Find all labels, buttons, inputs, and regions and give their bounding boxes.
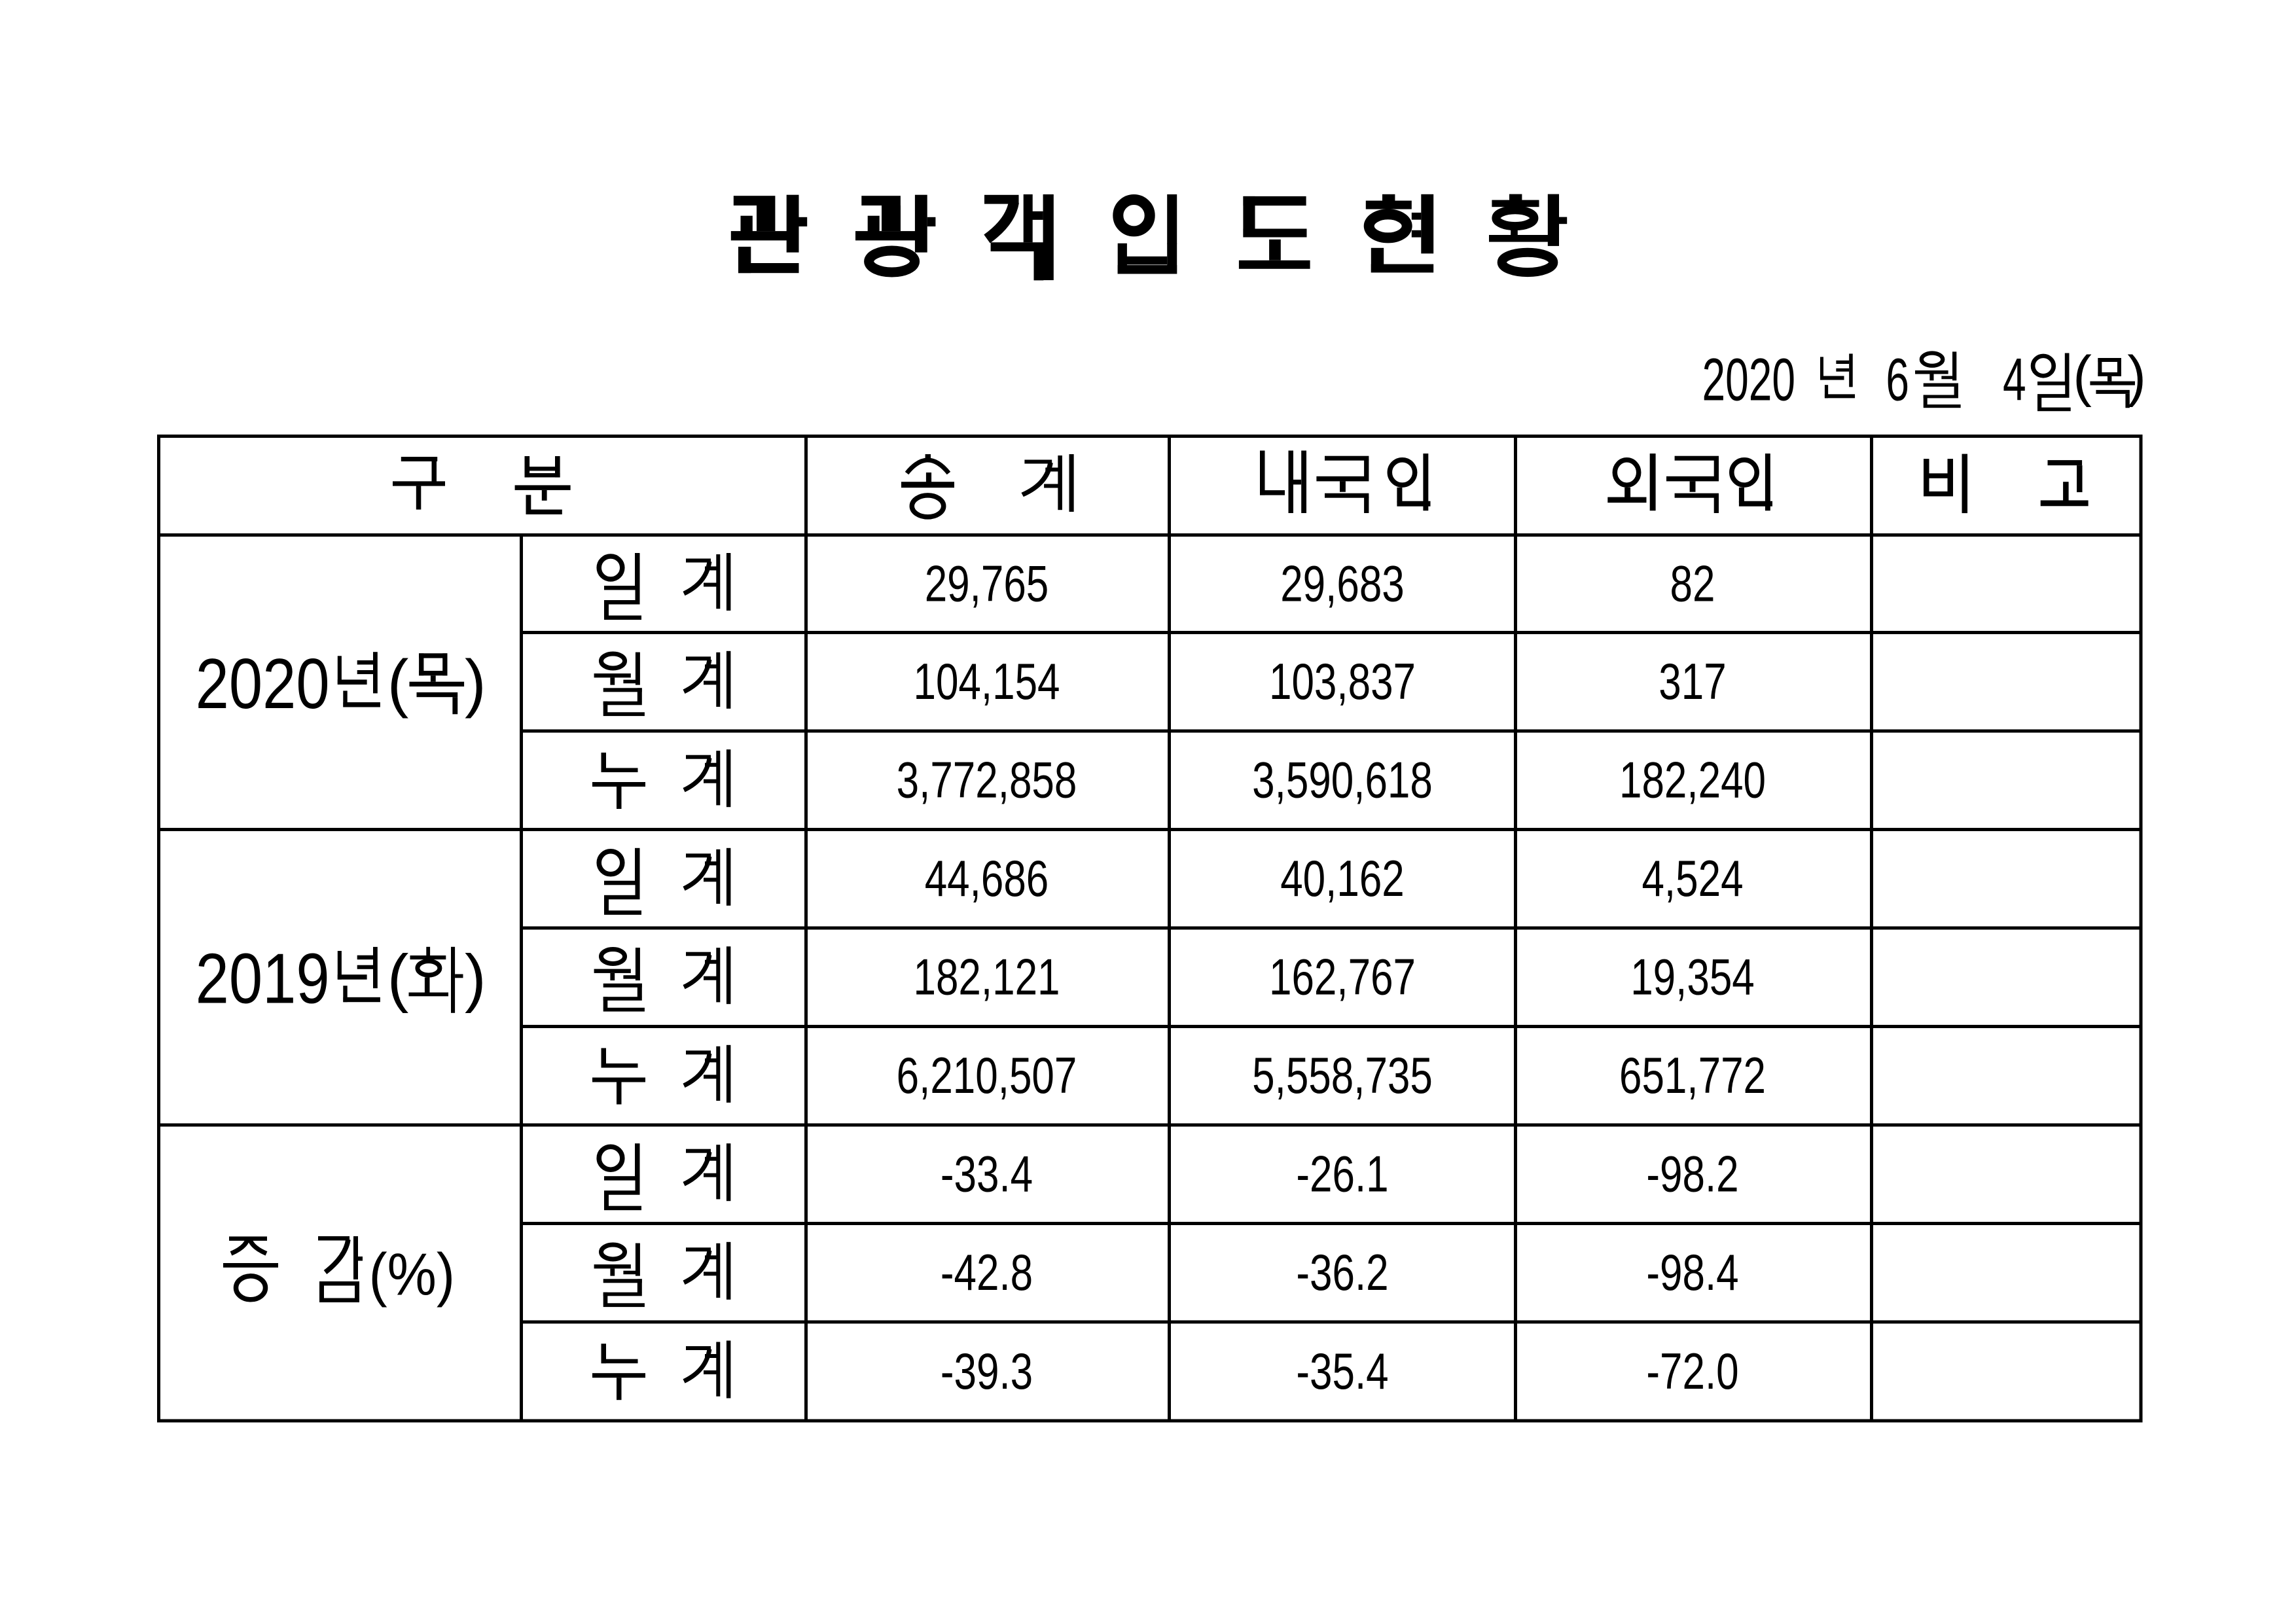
svg-text:2020: 2020 [196, 645, 330, 724]
svg-text:-33.4: -33.4 [941, 1145, 1033, 1202]
svg-text:317: 317 [1659, 652, 1726, 709]
svg-text:44,686: 44,686 [925, 849, 1049, 906]
svg-text:(: ( [387, 647, 409, 719]
svg-text:(: ( [387, 942, 409, 1014]
svg-text:2019: 2019 [196, 939, 330, 1018]
svg-text:651,772: 651,772 [1619, 1046, 1766, 1103]
svg-text:-36.2: -36.2 [1296, 1243, 1388, 1300]
svg-text:6,210,507: 6,210,507 [897, 1046, 1077, 1103]
svg-text:(: ( [2073, 345, 2092, 408]
svg-text:3,590,618: 3,590,618 [1252, 751, 1433, 808]
svg-text:): ) [2127, 345, 2146, 408]
svg-text:29,765: 29,765 [925, 555, 1049, 612]
svg-text:103,837: 103,837 [1269, 652, 1416, 709]
svg-text:(%): (%) [369, 1241, 456, 1308]
svg-text:-26.1: -26.1 [1296, 1145, 1388, 1202]
svg-text:): ) [465, 942, 486, 1014]
svg-text:162,767: 162,767 [1269, 948, 1416, 1005]
svg-text:4,524: 4,524 [1641, 849, 1743, 906]
svg-text:-98.4: -98.4 [1646, 1243, 1738, 1300]
svg-text:-42.8: -42.8 [941, 1243, 1033, 1300]
svg-text:-72.0: -72.0 [1646, 1342, 1738, 1399]
svg-text:-98.2: -98.2 [1646, 1145, 1738, 1202]
svg-text:19,354: 19,354 [1630, 948, 1755, 1005]
svg-text:40,162: 40,162 [1280, 849, 1405, 906]
svg-text:82: 82 [1670, 555, 1715, 612]
svg-text:29,683: 29,683 [1280, 555, 1405, 612]
svg-text:182,240: 182,240 [1619, 751, 1766, 808]
svg-text:4: 4 [2003, 346, 2026, 413]
svg-text:): ) [465, 647, 486, 719]
svg-text:-39.3: -39.3 [941, 1342, 1033, 1399]
svg-text:2020: 2020 [1702, 346, 1795, 413]
svg-text:6: 6 [1886, 346, 1909, 413]
svg-text:104,154: 104,154 [913, 652, 1060, 709]
svg-text:-35.4: -35.4 [1296, 1342, 1388, 1399]
svg-text:182,121: 182,121 [913, 948, 1060, 1005]
svg-text:3,772,858: 3,772,858 [897, 751, 1077, 808]
svg-text:5,558,735: 5,558,735 [1252, 1046, 1433, 1103]
